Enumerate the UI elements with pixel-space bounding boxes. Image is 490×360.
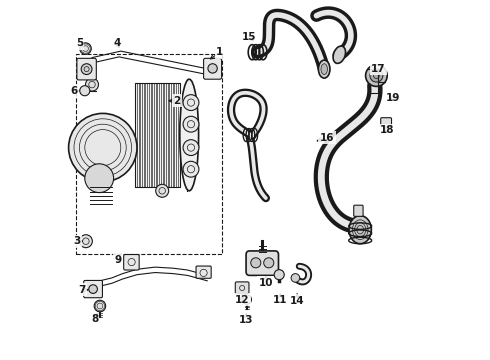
Text: 18: 18 [380, 125, 394, 135]
Text: 5: 5 [76, 38, 83, 48]
Text: 15: 15 [242, 32, 257, 42]
Circle shape [69, 113, 137, 182]
Circle shape [85, 164, 114, 193]
Text: 17: 17 [371, 64, 386, 74]
Text: 6: 6 [71, 86, 77, 96]
Text: 10: 10 [259, 278, 273, 288]
Text: 7: 7 [78, 285, 85, 295]
Circle shape [274, 270, 284, 280]
Text: 4: 4 [114, 38, 121, 48]
Circle shape [183, 116, 199, 132]
Ellipse shape [180, 79, 198, 191]
Circle shape [80, 43, 91, 54]
FancyBboxPatch shape [84, 280, 102, 298]
FancyBboxPatch shape [123, 255, 139, 270]
Text: 9: 9 [115, 255, 122, 265]
FancyBboxPatch shape [381, 118, 392, 126]
FancyBboxPatch shape [204, 58, 221, 79]
Circle shape [183, 140, 199, 156]
Text: 14: 14 [290, 296, 304, 306]
Circle shape [79, 235, 92, 248]
Circle shape [183, 161, 199, 177]
Circle shape [264, 258, 274, 268]
Text: 12: 12 [235, 294, 249, 305]
Circle shape [156, 184, 169, 197]
FancyBboxPatch shape [246, 251, 278, 275]
Circle shape [81, 64, 92, 75]
Circle shape [370, 69, 383, 82]
Circle shape [251, 258, 261, 268]
Circle shape [366, 65, 387, 86]
FancyBboxPatch shape [235, 282, 249, 294]
Text: 3: 3 [74, 236, 80, 246]
Text: 11: 11 [273, 294, 288, 305]
FancyBboxPatch shape [77, 58, 97, 80]
Ellipse shape [321, 64, 327, 75]
FancyBboxPatch shape [354, 205, 363, 216]
Circle shape [80, 86, 90, 96]
Text: 13: 13 [239, 315, 253, 325]
Circle shape [208, 64, 217, 73]
FancyBboxPatch shape [196, 266, 211, 278]
Circle shape [89, 285, 98, 293]
Ellipse shape [349, 216, 371, 244]
Circle shape [86, 78, 98, 91]
Text: 16: 16 [320, 132, 334, 143]
Text: 1: 1 [216, 47, 223, 57]
Circle shape [291, 274, 300, 282]
Ellipse shape [318, 60, 330, 78]
Circle shape [94, 300, 106, 312]
Polygon shape [135, 83, 180, 187]
Text: 8: 8 [91, 314, 98, 324]
Text: 19: 19 [386, 93, 400, 103]
Circle shape [183, 95, 199, 111]
Text: 2: 2 [173, 96, 180, 106]
Ellipse shape [333, 46, 345, 63]
Circle shape [242, 295, 251, 304]
